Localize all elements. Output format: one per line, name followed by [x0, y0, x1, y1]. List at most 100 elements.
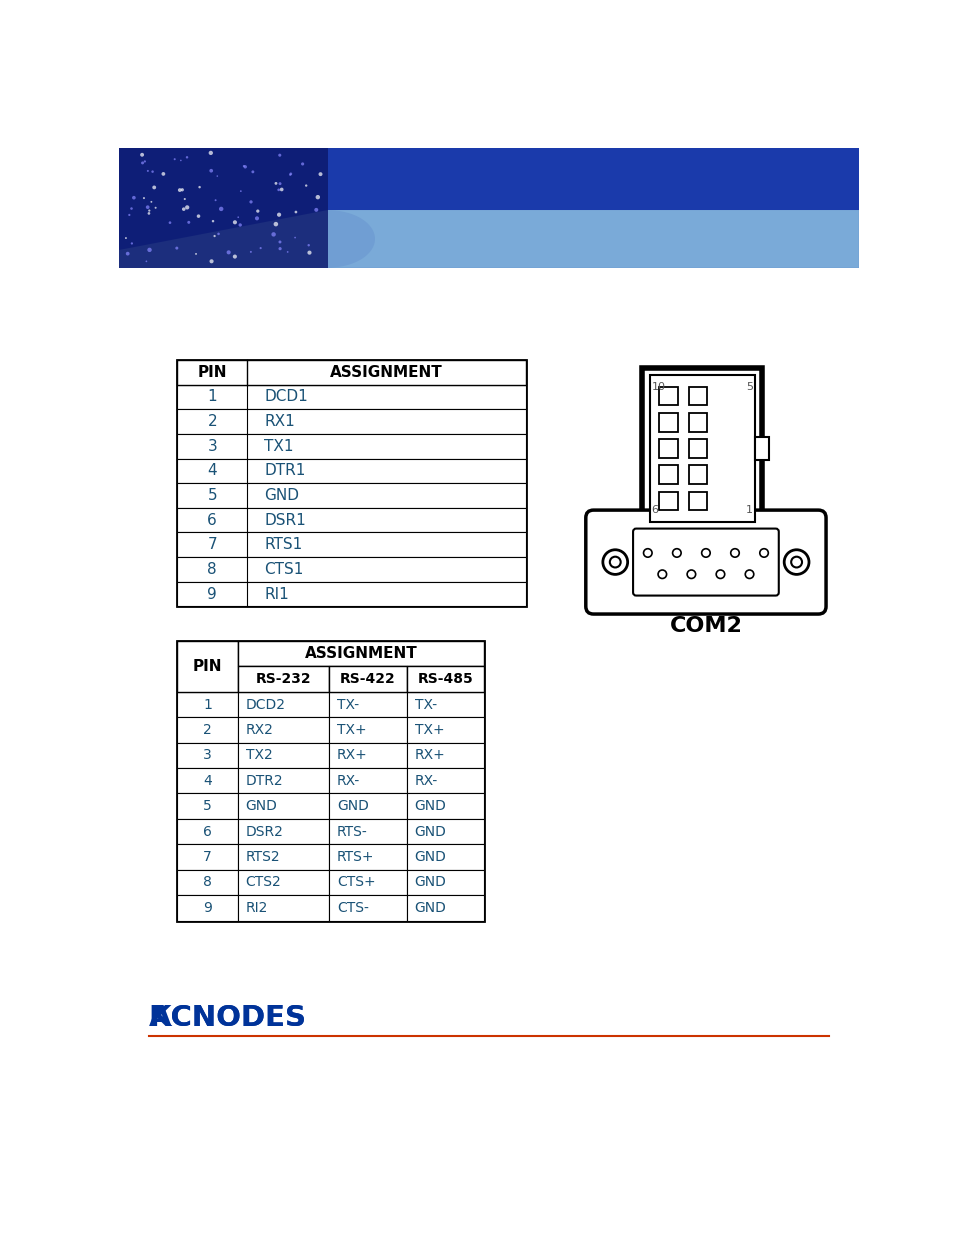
Circle shape: [259, 247, 261, 249]
Circle shape: [140, 153, 144, 157]
Circle shape: [278, 241, 281, 243]
Text: 6: 6: [203, 825, 212, 839]
Bar: [329, 895, 406, 920]
Text: GND: GND: [245, 799, 277, 813]
Bar: [329, 819, 406, 845]
Bar: [177, 718, 237, 742]
Text: DCD1: DCD1: [264, 389, 308, 404]
Text: 9: 9: [203, 900, 212, 915]
Circle shape: [141, 162, 144, 164]
Text: 8: 8: [203, 876, 212, 889]
Text: DTR2: DTR2: [245, 774, 283, 788]
Circle shape: [125, 237, 127, 240]
Text: RS-485: RS-485: [417, 672, 473, 687]
Bar: [329, 692, 406, 718]
Text: CTS2: CTS2: [245, 876, 281, 889]
Circle shape: [213, 235, 215, 237]
Text: 2: 2: [203, 722, 212, 737]
Circle shape: [301, 162, 304, 165]
Circle shape: [289, 173, 292, 175]
Bar: [406, 667, 484, 692]
Bar: [177, 532, 525, 557]
Text: ΚCNODES: ΚCNODES: [149, 1004, 306, 1032]
Circle shape: [279, 188, 283, 191]
Text: DSR1: DSR1: [264, 513, 306, 527]
Circle shape: [658, 571, 666, 578]
Circle shape: [274, 182, 277, 185]
Bar: [177, 483, 525, 508]
Bar: [406, 692, 484, 718]
Circle shape: [305, 184, 307, 186]
Bar: [237, 667, 329, 692]
Text: GND: GND: [264, 488, 299, 503]
Circle shape: [271, 232, 275, 237]
Text: ASSIGNMENT: ASSIGNMENT: [330, 364, 442, 380]
Text: 3: 3: [207, 438, 217, 453]
Circle shape: [759, 548, 767, 557]
Text: PIN: PIN: [197, 364, 227, 380]
Circle shape: [212, 220, 214, 222]
Text: 9: 9: [207, 587, 217, 601]
Circle shape: [151, 201, 152, 203]
Circle shape: [147, 248, 152, 252]
Bar: [177, 582, 525, 606]
Circle shape: [238, 224, 242, 227]
Circle shape: [730, 548, 739, 557]
Circle shape: [132, 196, 135, 200]
Text: 5: 5: [745, 382, 753, 391]
Circle shape: [243, 165, 245, 167]
Bar: [754, 437, 768, 461]
Bar: [177, 508, 525, 532]
Circle shape: [233, 254, 236, 258]
FancyBboxPatch shape: [585, 510, 825, 614]
Circle shape: [187, 221, 190, 224]
Circle shape: [210, 259, 213, 263]
Circle shape: [643, 548, 652, 557]
Text: RX1: RX1: [264, 414, 294, 429]
Text: CTS1: CTS1: [264, 562, 303, 577]
Circle shape: [180, 159, 181, 162]
Text: 2: 2: [207, 414, 217, 429]
Circle shape: [173, 158, 175, 161]
Circle shape: [278, 247, 281, 251]
Text: PIN: PIN: [193, 659, 222, 674]
Circle shape: [177, 188, 181, 191]
Polygon shape: [119, 210, 858, 268]
Bar: [177, 359, 525, 384]
Text: 4: 4: [207, 463, 217, 478]
Bar: [329, 793, 406, 819]
Circle shape: [254, 216, 259, 220]
Bar: [237, 895, 329, 920]
Circle shape: [314, 207, 318, 212]
Bar: [659, 412, 678, 431]
Bar: [237, 718, 329, 742]
Bar: [688, 492, 707, 510]
Text: GND: GND: [415, 876, 446, 889]
Bar: [177, 433, 525, 458]
Circle shape: [143, 198, 145, 199]
Text: RX+: RX+: [336, 748, 368, 762]
Text: DTR1: DTR1: [264, 463, 305, 478]
Circle shape: [790, 557, 801, 567]
Circle shape: [214, 199, 216, 201]
Bar: [237, 692, 329, 718]
Bar: [688, 387, 707, 405]
Text: 5: 5: [207, 488, 217, 503]
Text: TX-: TX-: [336, 698, 358, 711]
Circle shape: [700, 548, 709, 557]
Circle shape: [196, 215, 200, 217]
Text: CTS-: CTS-: [336, 900, 369, 915]
Circle shape: [147, 170, 149, 172]
Polygon shape: [328, 210, 858, 268]
Text: 5: 5: [203, 799, 212, 813]
Bar: [641, 368, 761, 530]
Text: COM2: COM2: [669, 615, 741, 636]
Text: TX+: TX+: [336, 722, 366, 737]
Bar: [177, 641, 484, 920]
Text: 1: 1: [203, 698, 212, 711]
Circle shape: [609, 557, 620, 567]
Bar: [177, 692, 237, 718]
Bar: [237, 641, 484, 667]
Bar: [237, 845, 329, 869]
Bar: [659, 492, 678, 510]
